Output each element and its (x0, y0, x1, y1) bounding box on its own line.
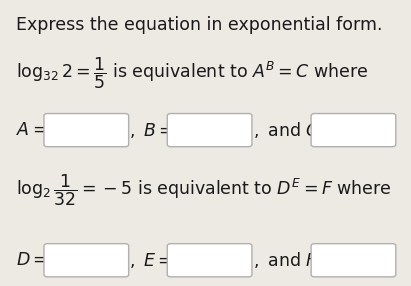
Text: $\log_{2}\dfrac{1}{32} = -5$ is equivalent to $D^{E} = F$ where: $\log_{2}\dfrac{1}{32} = -5$ is equivale… (16, 172, 392, 208)
Text: $A =$: $A =$ (16, 121, 47, 139)
Text: Express the equation in exponential form.: Express the equation in exponential form… (16, 16, 383, 34)
Text: $,\ E =$: $,\ E =$ (129, 251, 173, 270)
Text: $,$ and $C =$: $,$ and $C =$ (253, 120, 336, 140)
Text: $D =$: $D =$ (16, 251, 48, 269)
FancyBboxPatch shape (44, 114, 129, 147)
FancyBboxPatch shape (167, 244, 252, 277)
FancyBboxPatch shape (311, 114, 396, 147)
FancyBboxPatch shape (44, 244, 129, 277)
FancyBboxPatch shape (311, 244, 396, 277)
Text: $\log_{32}2 = \dfrac{1}{5}$ is equivalent to $A^{B} = C$ where: $\log_{32}2 = \dfrac{1}{5}$ is equivalen… (16, 55, 369, 91)
Text: $,\ B =$: $,\ B =$ (129, 121, 174, 140)
Text: $,$ and $F =$: $,$ and $F =$ (253, 250, 334, 270)
FancyBboxPatch shape (167, 114, 252, 147)
